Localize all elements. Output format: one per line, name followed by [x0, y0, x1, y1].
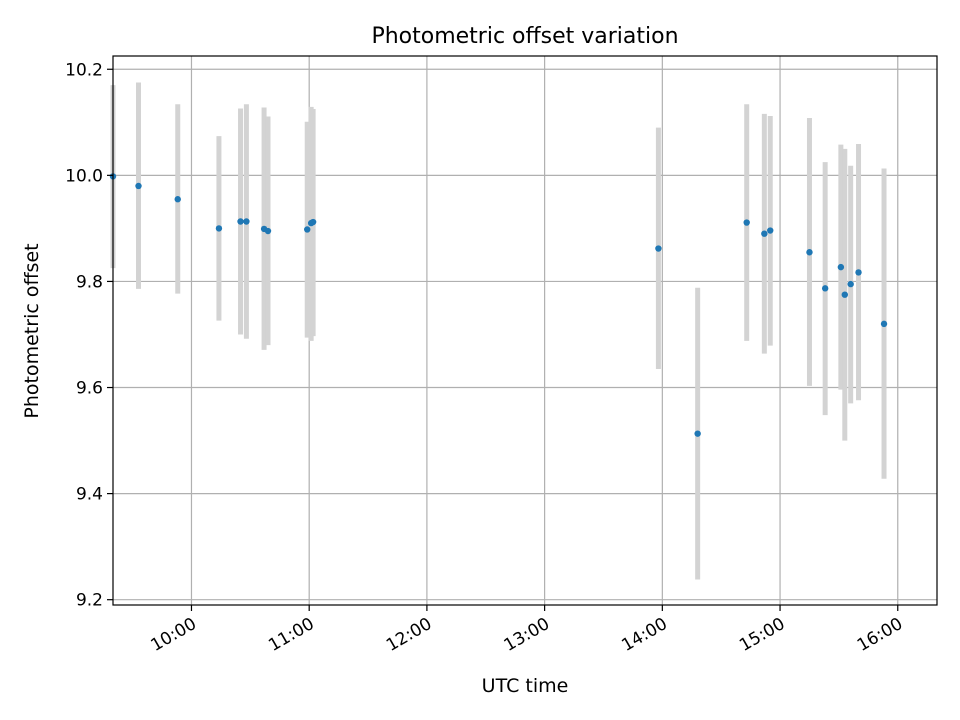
data-point	[806, 249, 813, 256]
data-point	[655, 245, 662, 252]
y-tick-label: 10.2	[65, 60, 103, 80]
y-tick-label: 10.0	[65, 166, 103, 186]
plot-area	[113, 56, 937, 605]
data-point	[237, 218, 244, 225]
data-point	[841, 291, 848, 298]
data-point	[767, 227, 774, 234]
data-point	[880, 320, 888, 328]
data-point	[761, 230, 768, 237]
y-tick-label: 9.4	[76, 485, 103, 505]
chart-title: Photometric offset variation	[371, 24, 678, 49]
data-point	[694, 430, 701, 437]
y-axis-label: Photometric offset	[21, 243, 43, 418]
x-axis-label: UTC time	[482, 675, 569, 697]
y-tick-label: 9.6	[76, 379, 103, 399]
data-point	[135, 182, 142, 190]
y-tick-label: 9.8	[76, 272, 103, 292]
data-point	[243, 218, 250, 225]
data-point	[855, 269, 862, 276]
data-point	[847, 280, 854, 288]
data-point	[174, 196, 181, 203]
plot-frame	[112, 55, 938, 606]
data-point	[743, 219, 750, 226]
data-point	[837, 263, 845, 271]
data-point	[215, 225, 223, 232]
data-point	[304, 226, 311, 233]
data-point	[821, 285, 829, 292]
data-point	[309, 218, 317, 226]
y-tick-label: 9.2	[76, 591, 103, 611]
data-point	[264, 227, 272, 235]
data-points	[109, 173, 888, 437]
